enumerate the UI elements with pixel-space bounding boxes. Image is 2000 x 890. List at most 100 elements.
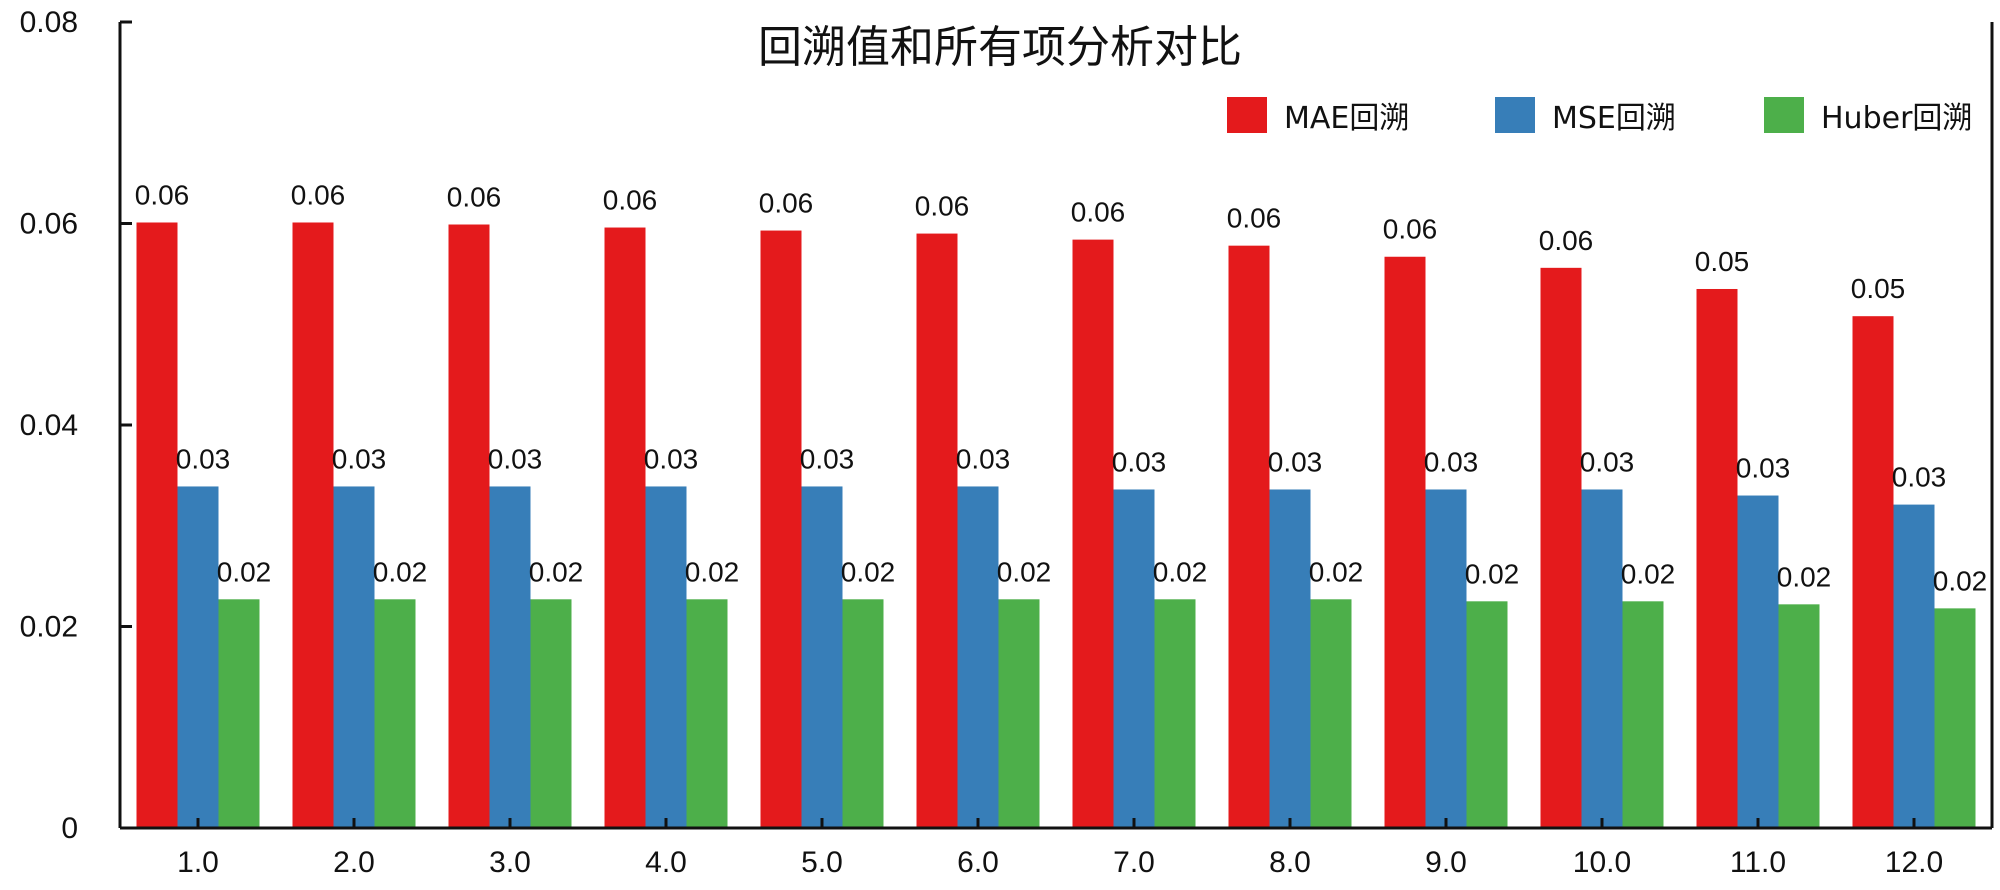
bar [448, 224, 490, 828]
x-tick-label: 9.0 [1425, 846, 1467, 879]
bar [292, 222, 334, 828]
bar [489, 486, 531, 828]
data-label: 0.02 [1153, 556, 1208, 587]
data-label: 0.03 [956, 443, 1011, 474]
y-ticks-layer: 0 0.02 0.04 0.06 0.08 [20, 6, 132, 845]
x-tick-label: 3.0 [489, 846, 531, 879]
x-tick-label: 5.0 [801, 846, 843, 879]
bar [604, 227, 646, 828]
x-tick-label: 12.0 [1885, 846, 1943, 879]
bar [1934, 608, 1976, 828]
y-tick-label: 0.04 [20, 409, 78, 442]
data-label: 0.03 [800, 443, 855, 474]
data-label: 0.06 [291, 179, 346, 210]
bar [1228, 245, 1270, 829]
data-label: 0.06 [1071, 197, 1126, 228]
bar [1852, 316, 1894, 828]
data-label: 0.03 [1892, 462, 1947, 493]
x-ticks-layer: 1.0 2.0 3.0 4.0 5.0 6.0 7.0 8.0 9.0 10.0 11.0 12.0 [177, 818, 1943, 879]
data-label: 0.03 [1268, 446, 1323, 477]
bar [916, 233, 958, 828]
data-label: 0.02 [1465, 558, 1520, 589]
bar [177, 486, 219, 828]
legend-item-mae: MAE回溯 [1227, 97, 1409, 136]
y-tick-label: 0.02 [20, 611, 78, 644]
chart-title: 回溯值和所有项分析对比 [758, 22, 1242, 73]
bar [1581, 489, 1623, 828]
data-label: 0.06 [135, 179, 190, 210]
data-label: 0.02 [685, 556, 740, 587]
bar [530, 599, 572, 828]
data-label: 0.06 [1539, 225, 1594, 256]
bar [842, 599, 884, 828]
bar [136, 222, 178, 828]
legend-label-mse: MSE回溯 [1552, 101, 1676, 136]
legend-swatch-huber [1764, 97, 1804, 133]
x-tick-label: 4.0 [645, 846, 687, 879]
data-label: 0.03 [488, 443, 543, 474]
data-label: 0.02 [1777, 561, 1832, 592]
x-tick-label: 11.0 [1730, 846, 1786, 879]
bar [1540, 267, 1582, 829]
x-tick-label: 2.0 [333, 846, 375, 879]
bar [760, 230, 802, 829]
data-label: 0.03 [332, 443, 387, 474]
data-label: 0.06 [915, 191, 970, 222]
bar [1269, 489, 1311, 828]
data-label: 0.02 [1621, 558, 1676, 589]
bar [998, 599, 1040, 828]
data-label: 0.06 [603, 185, 658, 216]
legend-item-mse: MSE回溯 [1495, 97, 1676, 136]
bar [801, 486, 843, 828]
x-tick-label: 6.0 [957, 846, 999, 879]
legend-label-mae: MAE回溯 [1284, 101, 1409, 136]
legend-label-huber: Huber回溯 [1821, 101, 1972, 136]
bar [686, 599, 728, 828]
legend-item-huber: Huber回溯 [1764, 97, 1972, 136]
data-label: 0.05 [1695, 246, 1750, 277]
bar [1072, 239, 1114, 828]
bar [1737, 495, 1779, 828]
data-label: 0.06 [1383, 214, 1438, 245]
data-label: 0.05 [1851, 273, 1906, 304]
bar [1696, 288, 1738, 828]
data-label: 0.03 [1112, 446, 1167, 477]
x-tick-label: 1.0 [177, 846, 219, 879]
legend: MAE回溯 MSE回溯 Huber回溯 [1227, 97, 1972, 136]
data-label: 0.02 [841, 556, 896, 587]
bar [218, 599, 260, 828]
bar [1425, 489, 1467, 828]
bars-layer [136, 222, 1976, 829]
data-label: 0.02 [529, 556, 584, 587]
bar [1154, 599, 1196, 828]
data-label: 0.03 [644, 443, 699, 474]
bar [374, 599, 416, 828]
data-label: 0.03 [1736, 453, 1791, 484]
legend-swatch-mae [1227, 97, 1267, 133]
bar [1113, 489, 1155, 828]
x-tick-label: 8.0 [1269, 846, 1311, 879]
data-label: 0.06 [447, 182, 502, 213]
legend-swatch-mse [1495, 97, 1535, 133]
x-tick-label: 7.0 [1113, 846, 1155, 879]
bar [1384, 256, 1426, 828]
bar [957, 486, 999, 828]
bar [645, 486, 687, 828]
bar [1893, 504, 1935, 828]
bar [1310, 599, 1352, 828]
data-labels-layer: 0.06 0.03 0.02 0.06 0.03 0.02 0.06 0.03 0.02 0.06… [135, 179, 1988, 596]
bar [1622, 601, 1664, 828]
data-label: 0.02 [217, 556, 272, 587]
data-label: 0.02 [1309, 556, 1364, 587]
data-label: 0.03 [1580, 446, 1635, 477]
data-label: 0.03 [1424, 446, 1479, 477]
data-label: 0.02 [1933, 565, 1988, 596]
data-label: 0.02 [997, 556, 1052, 587]
bar [333, 486, 375, 828]
data-label: 0.06 [1227, 203, 1282, 234]
data-label: 0.03 [176, 443, 231, 474]
data-label: 0.02 [373, 556, 428, 587]
bar [1778, 604, 1820, 828]
